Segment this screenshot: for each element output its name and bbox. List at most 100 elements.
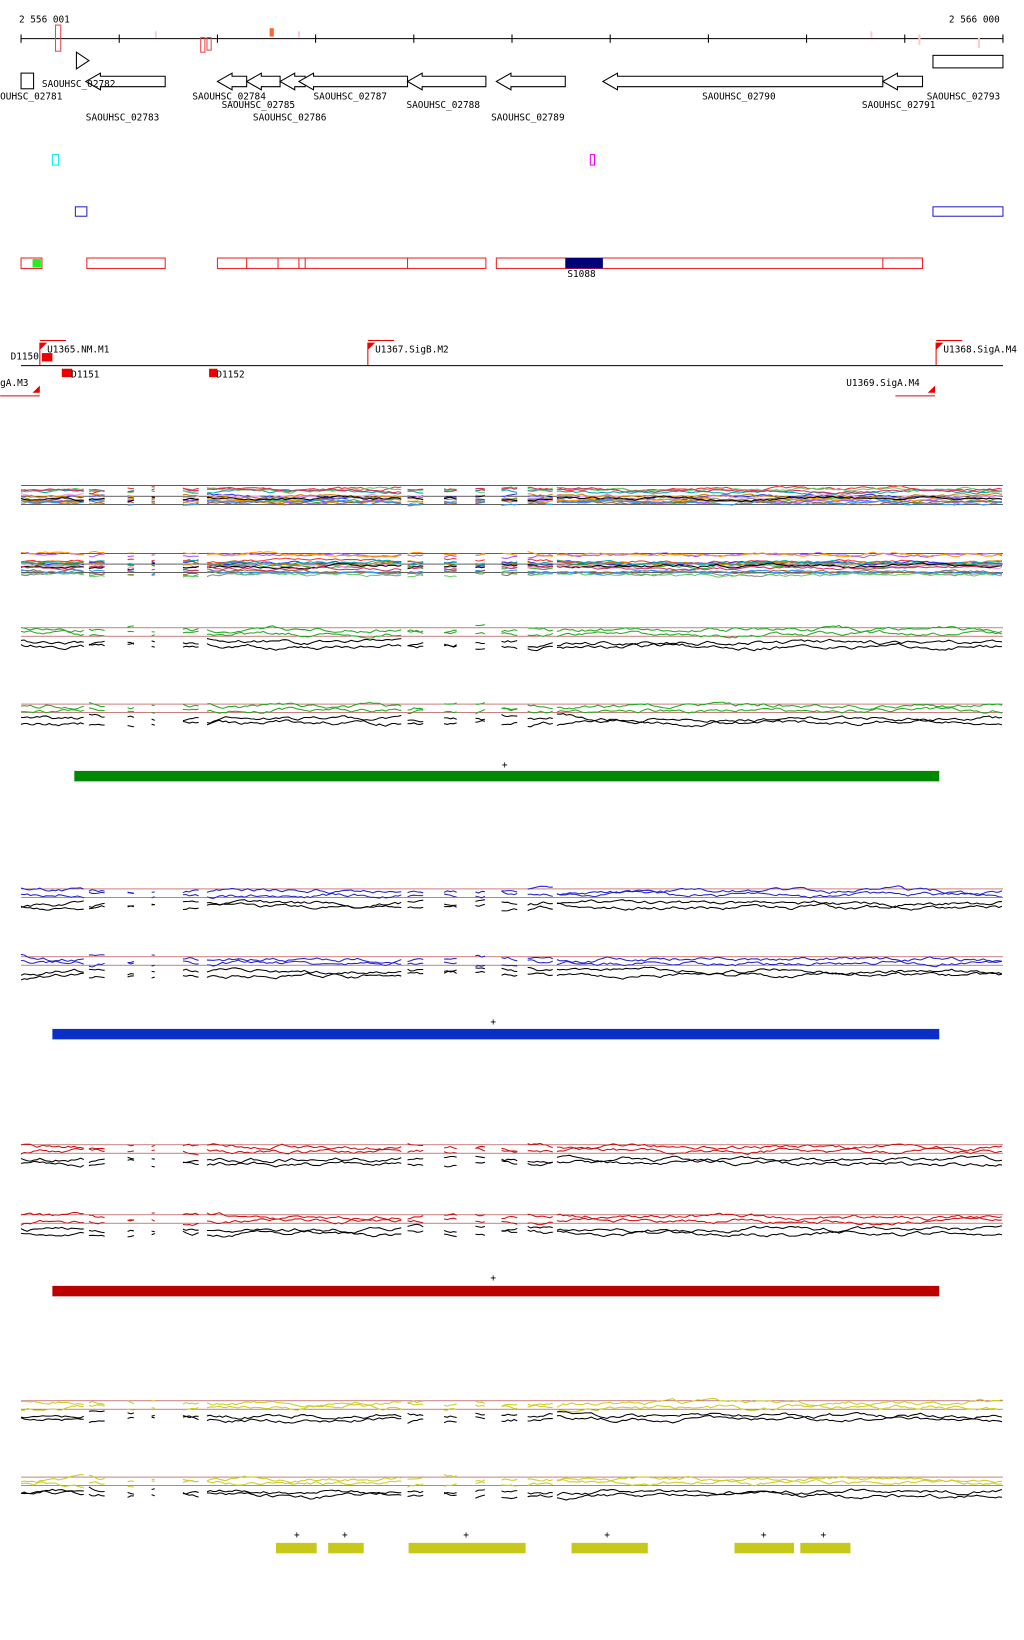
track-line: [444, 717, 457, 720]
track-line: [443, 1403, 457, 1407]
track-line: [88, 713, 105, 718]
track-line: [151, 634, 155, 637]
track-line: [182, 907, 199, 911]
track-line: [182, 497, 199, 501]
track-line: [151, 1165, 155, 1168]
track-line: [127, 555, 134, 558]
track-line: [556, 885, 1003, 896]
track-line: [527, 972, 553, 977]
label: +: [490, 1017, 496, 1028]
box: [74, 206, 88, 217]
track-line: [206, 1148, 402, 1155]
track-line: [443, 1483, 457, 1487]
track-line: [20, 565, 84, 571]
track-line: [88, 499, 105, 502]
track-line: [443, 1491, 457, 1495]
label: S1088: [567, 269, 596, 280]
ruler-mark: [297, 31, 300, 38]
track-line: [88, 1158, 105, 1164]
track-line: [88, 643, 105, 647]
track-line: [407, 503, 424, 507]
track-line: [556, 1411, 1002, 1420]
track-line: [443, 1145, 457, 1150]
track-line: [127, 960, 135, 964]
track-line: [527, 893, 553, 897]
track-line: [556, 563, 1003, 570]
track-line: [127, 490, 135, 493]
track-line: [182, 575, 199, 578]
track-line: [21, 1405, 84, 1412]
track-line: [527, 1491, 553, 1495]
track-line: [556, 1475, 1002, 1484]
track-line: [527, 498, 553, 502]
bar: [328, 1542, 364, 1554]
gene: [601, 72, 884, 91]
label: OUHSC_02781: [0, 92, 63, 103]
track-line: [127, 1156, 134, 1160]
track-line: [151, 1407, 155, 1409]
track-line: [206, 559, 402, 565]
label: +: [820, 1530, 826, 1541]
track-line: [88, 634, 105, 637]
track-line: [501, 973, 518, 977]
track-line: [206, 887, 402, 894]
track-line: [151, 964, 155, 967]
flag: [39, 342, 48, 350]
track-line: [127, 891, 134, 895]
gene: [216, 72, 248, 91]
track-line: [88, 497, 105, 501]
track-line: [475, 624, 485, 627]
track-line: [407, 1223, 424, 1228]
track-line: [151, 711, 155, 714]
track-line: [556, 1212, 1003, 1222]
track-line: [475, 1213, 486, 1217]
track-line: [151, 560, 155, 564]
gene: [75, 51, 90, 70]
track-line: [475, 498, 485, 501]
track-line: [475, 1225, 486, 1228]
track-line: [475, 563, 485, 566]
bar: [408, 1542, 526, 1554]
track-line: [475, 895, 486, 899]
track-line: [501, 555, 518, 559]
track-line: [475, 890, 485, 894]
track-line: [527, 565, 553, 568]
track-line: [443, 710, 457, 714]
track-line: [527, 550, 553, 557]
track-line: [501, 890, 518, 893]
track-line: [501, 901, 518, 905]
track-line: [407, 503, 424, 506]
track-line: [527, 1418, 553, 1422]
track-line: [151, 1233, 155, 1236]
track-line: [443, 1420, 457, 1424]
track-line: [206, 1160, 402, 1168]
track-line: [556, 713, 1002, 723]
track-line: [407, 1490, 424, 1494]
track-line: [20, 497, 84, 502]
track-line: [182, 900, 199, 903]
track-line: [127, 1235, 135, 1238]
track-line: [407, 971, 424, 975]
track-line: [556, 1490, 1002, 1501]
label: 2 566 000: [949, 14, 1000, 25]
track-line: [127, 625, 134, 628]
track-line: [206, 625, 402, 634]
track-line: [443, 1415, 457, 1419]
track-line: [88, 902, 105, 908]
track-line: [127, 707, 135, 710]
label: U1367.SigB.M2: [375, 344, 448, 355]
track-line: [127, 504, 134, 506]
track-line: [88, 1493, 105, 1497]
track-line: [444, 553, 457, 556]
track-line: [556, 551, 1002, 558]
track-line: [182, 1143, 199, 1147]
track-line: [501, 1496, 518, 1500]
track-line: [475, 1400, 486, 1405]
track-line: [556, 638, 1002, 647]
track-line: [20, 704, 84, 710]
track-line: [407, 719, 424, 723]
track-line: [407, 894, 424, 898]
track-line: [527, 1412, 553, 1418]
track-line: [501, 629, 518, 633]
track-line: [527, 1482, 553, 1487]
